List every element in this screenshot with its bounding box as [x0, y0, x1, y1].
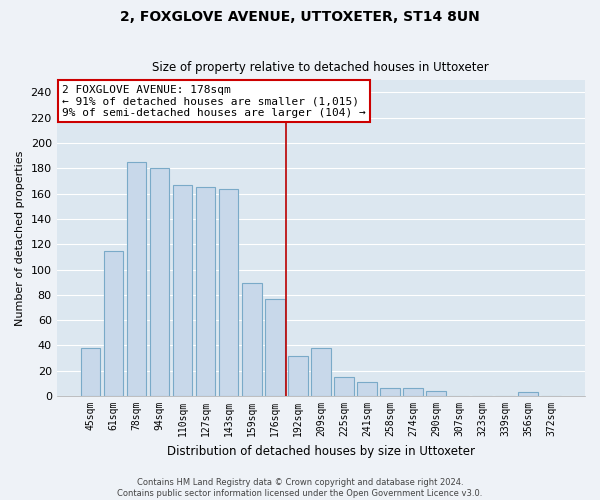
Text: Contains HM Land Registry data © Crown copyright and database right 2024.
Contai: Contains HM Land Registry data © Crown c…	[118, 478, 482, 498]
Bar	[357, 382, 377, 396]
Title: Size of property relative to detached houses in Uttoxeter: Size of property relative to detached ho…	[152, 62, 489, 74]
Bar	[518, 392, 538, 396]
Bar	[150, 168, 169, 396]
Bar	[311, 348, 331, 396]
Bar	[104, 250, 123, 396]
Bar	[127, 162, 146, 396]
Text: 2, FOXGLOVE AVENUE, UTTOXETER, ST14 8UN: 2, FOXGLOVE AVENUE, UTTOXETER, ST14 8UN	[120, 10, 480, 24]
Bar	[265, 298, 284, 396]
Bar	[426, 391, 446, 396]
Bar	[380, 388, 400, 396]
Bar	[219, 188, 238, 396]
Bar	[242, 284, 262, 396]
Text: 2 FOXGLOVE AVENUE: 178sqm
← 91% of detached houses are smaller (1,015)
9% of sem: 2 FOXGLOVE AVENUE: 178sqm ← 91% of detac…	[62, 84, 366, 118]
Bar	[334, 377, 353, 396]
X-axis label: Distribution of detached houses by size in Uttoxeter: Distribution of detached houses by size …	[167, 444, 475, 458]
Bar	[196, 188, 215, 396]
Bar	[80, 348, 100, 396]
Bar	[173, 185, 193, 396]
Bar	[403, 388, 423, 396]
Y-axis label: Number of detached properties: Number of detached properties	[15, 150, 25, 326]
Bar	[288, 356, 308, 396]
